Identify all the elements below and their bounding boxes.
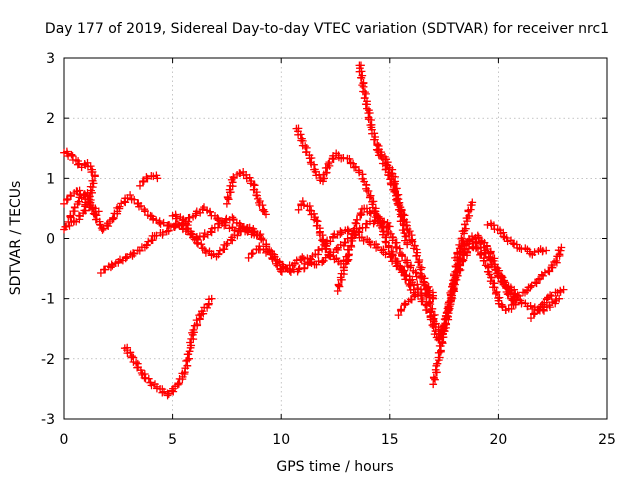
data-series — [60, 61, 568, 400]
series-markers — [294, 197, 353, 268]
series-arc-20 — [527, 285, 568, 322]
x-tick-label: 20 — [489, 432, 507, 448]
series-arc-8 — [223, 168, 270, 219]
y-tick-label: 0 — [46, 232, 55, 248]
series-markers — [136, 171, 162, 190]
y-tick-label: 3 — [46, 51, 55, 67]
series-markers — [451, 234, 564, 315]
y-tick-label: 1 — [46, 171, 55, 187]
series-markers — [333, 204, 394, 295]
series-arc-3 — [64, 188, 264, 240]
chart-title: Day 177 of 2019, Sidereal Day-to-day VTE… — [45, 21, 609, 37]
series-arc-5 — [136, 171, 162, 190]
x-tick-label: 5 — [168, 432, 177, 448]
series-markers — [527, 285, 568, 322]
y-tick-label: -3 — [41, 412, 55, 428]
series-arc-4 — [97, 213, 257, 277]
x-tick-label: 0 — [60, 432, 69, 448]
y-tick-label: -1 — [41, 292, 55, 308]
series-markers — [223, 168, 270, 219]
x-tick-label: 25 — [598, 432, 616, 448]
series-arc-11 — [294, 197, 353, 268]
grid-lines — [64, 58, 607, 419]
x-tick-label: 10 — [272, 432, 290, 448]
x-axis-label: GPS time / hours — [276, 459, 393, 475]
y-tick-label: -2 — [41, 352, 55, 368]
series-arc-1 — [60, 147, 99, 234]
series-markers — [494, 243, 566, 300]
series-arc-19 — [494, 243, 566, 300]
x-tick-label: 15 — [381, 432, 399, 448]
series-markers — [60, 147, 99, 234]
series-markers — [97, 213, 257, 277]
axis-ticks: 0 5 10 15 20 25 -3 -2 -1 0 1 2 3 — [41, 51, 616, 448]
series-markers — [120, 294, 216, 400]
y-tick-label: 2 — [46, 111, 55, 127]
series-markers — [483, 219, 551, 259]
series-markers — [64, 188, 264, 240]
y-axis-label: SDTVAR / TECUs — [8, 181, 24, 296]
series-arc-17 — [451, 234, 564, 315]
series-arc-6 — [120, 294, 216, 400]
series-arc-18 — [483, 219, 551, 259]
series-arc-12 — [333, 204, 394, 295]
